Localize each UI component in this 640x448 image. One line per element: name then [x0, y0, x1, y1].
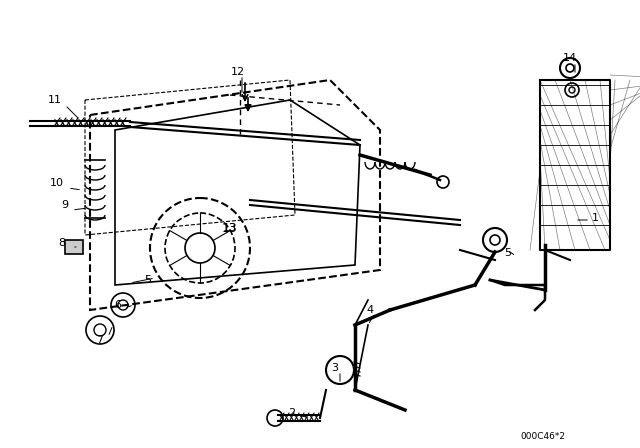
Bar: [65, 240, 83, 254]
Text: 13: 13: [222, 221, 238, 234]
Text: 4: 4: [367, 305, 374, 315]
Text: 12: 12: [231, 67, 245, 77]
Text: 10: 10: [50, 178, 64, 188]
Text: 1: 1: [591, 213, 598, 223]
Text: 8: 8: [58, 238, 65, 248]
Text: 11: 11: [48, 95, 62, 105]
Text: 7: 7: [97, 335, 104, 345]
Text: 2: 2: [289, 408, 296, 418]
Text: 13: 13: [223, 223, 237, 233]
Text: 5: 5: [145, 275, 152, 285]
Text: 000C46*2: 000C46*2: [520, 432, 565, 441]
Text: 6: 6: [115, 300, 122, 310]
Text: 14: 14: [563, 53, 577, 63]
Text: 5: 5: [504, 248, 511, 258]
Text: 3: 3: [332, 363, 339, 373]
Text: 9: 9: [61, 200, 68, 210]
